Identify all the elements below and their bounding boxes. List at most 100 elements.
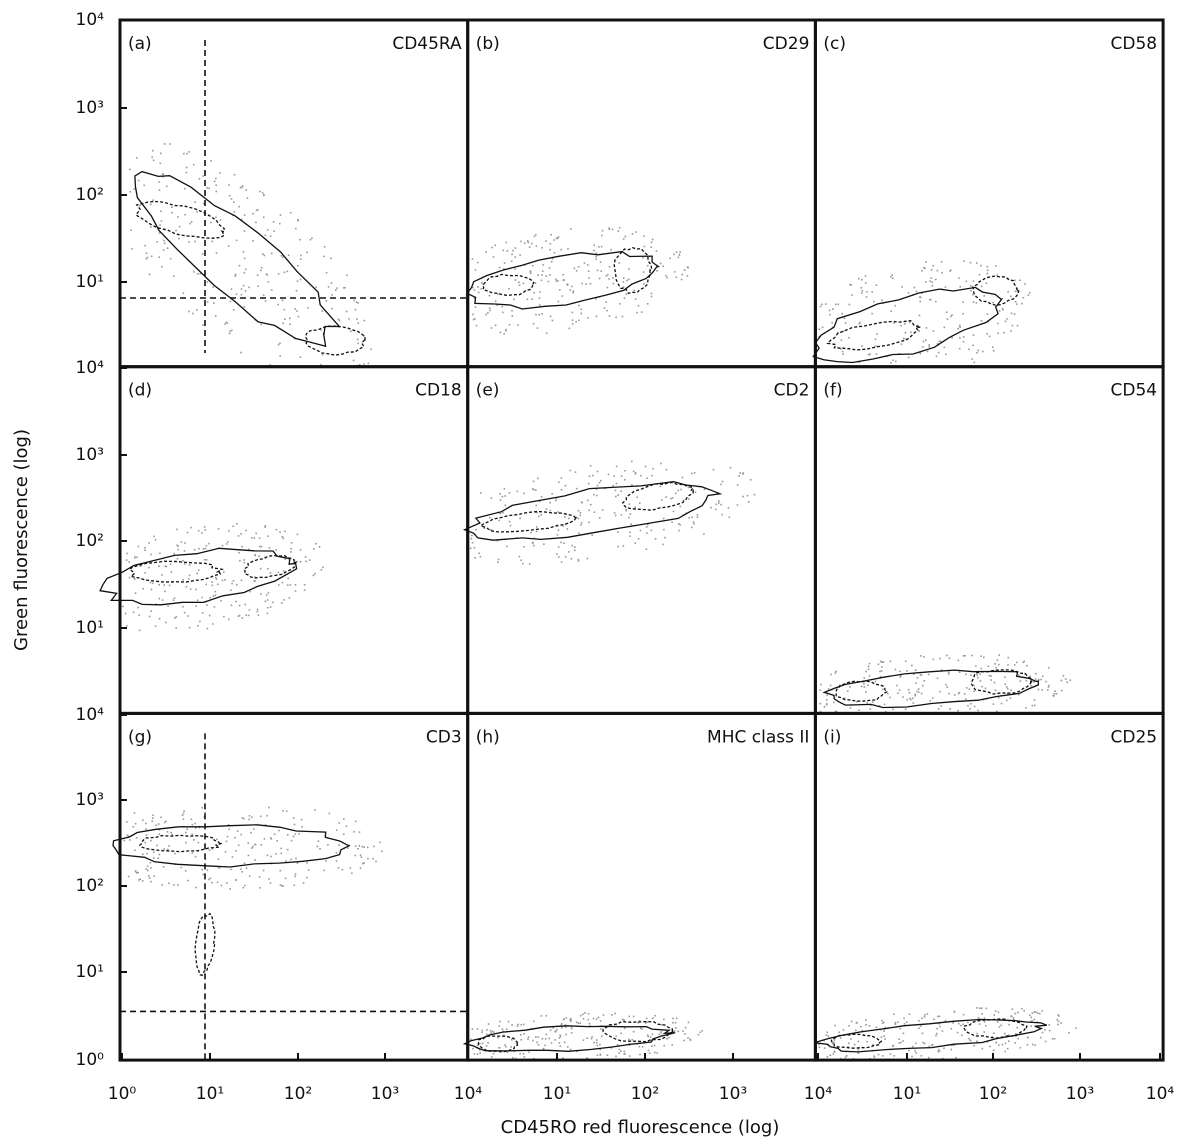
stipple-dot [965, 673, 967, 676]
stipple-dot [973, 705, 976, 708]
stipple-dot [178, 237, 180, 240]
stipple-dot [858, 709, 860, 711]
stipple-dot [936, 677, 939, 680]
stipple-dot [180, 541, 183, 543]
stipple-dot [977, 349, 980, 352]
stipple-dot [171, 211, 173, 214]
stipple-dot [145, 257, 148, 260]
stipple-dot [294, 584, 297, 586]
stipple-dot [727, 507, 730, 509]
stipple-dot [523, 546, 525, 548]
stipple-dot [570, 1019, 572, 1022]
stipple-dot [505, 1028, 508, 1031]
stipple-dot [694, 491, 697, 493]
stipple-dot [522, 282, 525, 285]
contour [830, 1033, 883, 1049]
stipple-dot [152, 857, 155, 859]
x-tick-label: 10² [979, 1084, 1007, 1104]
stipple-dot [634, 506, 636, 509]
stipple-dot [215, 216, 217, 219]
x-tick-label: 10¹ [543, 1084, 571, 1104]
stipple-dot [138, 879, 140, 881]
stipple-dot [288, 597, 291, 599]
stipple-dot [1016, 661, 1018, 664]
stipple-dot [923, 1016, 926, 1018]
stipple-dot [961, 1034, 963, 1037]
stipple-dot [482, 283, 485, 286]
stipple-dot [718, 502, 720, 504]
stipple-dot [578, 532, 580, 534]
stipple-dot [975, 665, 977, 667]
stipple-dot [211, 848, 214, 850]
y-tick-label: 10² [76, 531, 104, 551]
stipple-dot [577, 510, 580, 512]
stipple-dot [174, 852, 176, 855]
stipple-dot [874, 345, 877, 347]
stipple-dot [829, 313, 831, 316]
stipple-dot [608, 227, 610, 229]
stipple-dot [471, 258, 474, 260]
stipple-dot [237, 844, 240, 846]
stipple-dot [691, 516, 693, 518]
stipple-dot [941, 271, 943, 274]
x-tick-label: 10² [284, 1084, 312, 1104]
stipple-dot [950, 315, 952, 318]
stipple-dot [240, 579, 243, 582]
stipple-dot [831, 321, 833, 324]
stipple-dot [572, 290, 575, 293]
stipple-dot [190, 526, 192, 529]
stipple-dot [182, 560, 184, 562]
stipple-dot [872, 1044, 874, 1046]
stipple-dot [579, 514, 581, 517]
y-tick-label: 10¹ [76, 272, 104, 292]
stipple-dot [596, 269, 599, 272]
stipple-dot [192, 163, 195, 166]
stipple-dot [593, 244, 596, 246]
stipple-dot [923, 1042, 926, 1045]
stipple-dot [867, 665, 870, 668]
stipple-dot [176, 544, 178, 547]
stipple-dot [344, 286, 346, 289]
stipple-dot [144, 841, 146, 844]
stipple-dot [908, 691, 911, 694]
stipple-dot [861, 345, 863, 347]
stipple-dot [967, 1021, 969, 1024]
stipple-dot [1030, 685, 1032, 687]
stipple-dot [203, 526, 206, 528]
stipple-dot [228, 530, 230, 532]
stipple-dot [161, 884, 163, 886]
stipple-dot [629, 513, 632, 515]
stipple-dot [568, 327, 571, 330]
stipple-dot [739, 472, 741, 474]
stipple-dot [710, 506, 712, 509]
stipple-dot [979, 673, 981, 675]
stipple-dot [561, 1026, 563, 1029]
stipple-dot [269, 882, 272, 884]
stipple-dot [560, 561, 563, 563]
stipple-dot [1021, 302, 1023, 305]
stipple-dot [537, 477, 539, 480]
stipple-dot [531, 242, 533, 245]
stipple-dot [681, 273, 684, 276]
stipple-dot [1047, 686, 1050, 688]
stipple-dot [228, 184, 230, 186]
stipple-dot [202, 324, 204, 326]
stipple-dot [965, 687, 968, 689]
stipple-dot [617, 545, 619, 548]
stipple-dot [962, 336, 965, 338]
stipple-dot [687, 266, 689, 269]
stipple-dot [499, 331, 502, 334]
stipple-dot [615, 482, 618, 485]
panel-label: (d) [128, 381, 152, 401]
stipple-dot [996, 659, 999, 661]
stipple-dot [152, 159, 155, 162]
stipple-dot [913, 286, 916, 289]
stipple-dot [236, 583, 238, 586]
stipple-dot [486, 1029, 488, 1031]
stipple-dot [883, 1035, 886, 1037]
stipple-dot [675, 276, 678, 278]
stipple-dot [857, 1052, 860, 1054]
stipple-dot [281, 299, 284, 302]
stipple-dot [618, 227, 621, 229]
stipple-dot [555, 280, 558, 282]
